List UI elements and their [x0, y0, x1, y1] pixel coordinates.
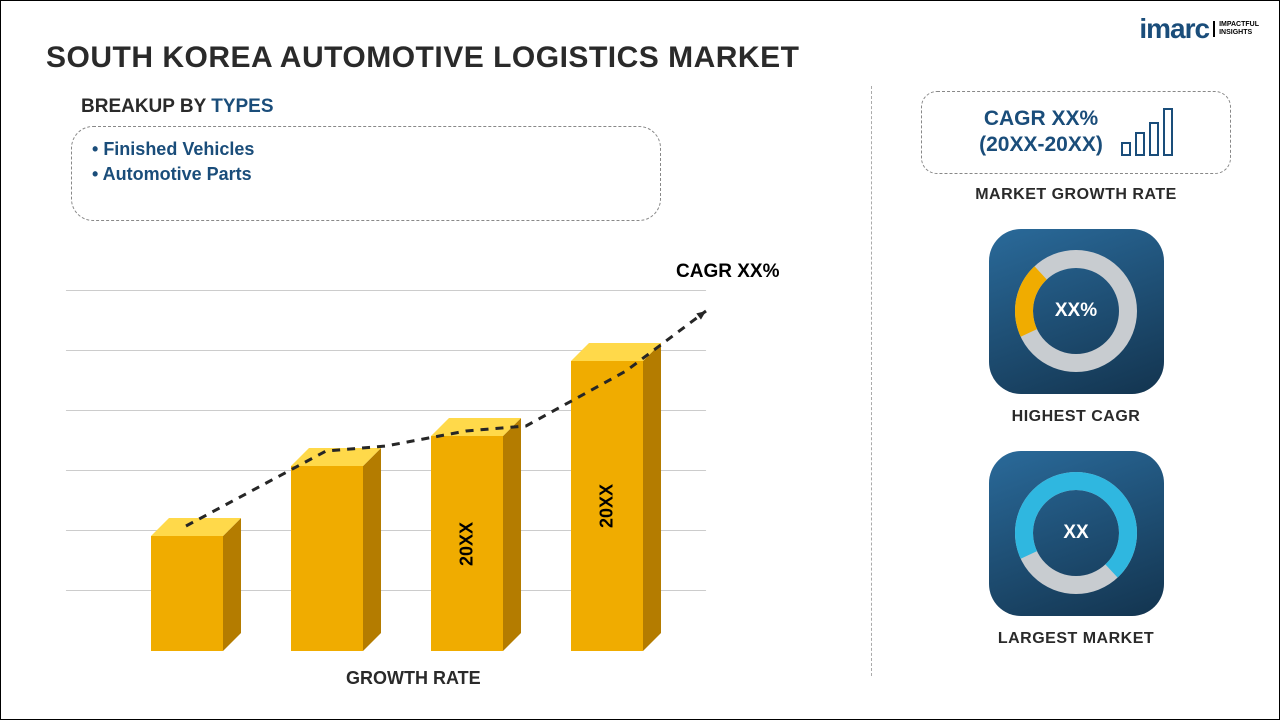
growth-chart: 20XX20XX CAGR XX% GROWTH RATE [66, 271, 796, 681]
tile1-label: HIGHEST CAGR [911, 408, 1241, 426]
growth-rate-label: MARKET GROWTH RATE [911, 186, 1241, 204]
chart-bar: 20XX [571, 361, 643, 651]
types-item: Automotive Parts [92, 162, 640, 187]
chart-bar [151, 536, 223, 651]
chart-x-title: GROWTH RATE [346, 668, 481, 689]
breakup-heading: BREAKUP BY TYPES [81, 96, 274, 118]
brand-logo: imarc IMPACTFULINSIGHTS [1139, 13, 1259, 45]
types-item: Finished Vehicles [92, 137, 640, 162]
chart-bar: 20XX [431, 436, 503, 651]
cagr-summary-box: CAGR XX%(20XX-20XX) [921, 91, 1231, 174]
cagr-summary-text: CAGR XX%(20XX-20XX) [979, 106, 1103, 159]
tile2-label: LARGEST MARKET [911, 630, 1241, 648]
highest-cagr-tile: XX% [989, 229, 1164, 394]
tile1-value: XX% [1055, 300, 1097, 322]
chart-bar [291, 466, 363, 651]
largest-market-tile: XX [989, 451, 1164, 616]
cagr-label: CAGR XX% [676, 261, 779, 283]
logo-tagline: IMPACTFULINSIGHTS [1213, 21, 1259, 36]
page-title: SOUTH KOREA AUTOMOTIVE LOGISTICS MARKET [46, 41, 799, 75]
logo-text: imarc [1139, 13, 1209, 45]
bars-icon [1121, 108, 1173, 156]
tile2-value: XX [1063, 522, 1088, 544]
side-panel: CAGR XX%(20XX-20XX) MARKET GROWTH RATE X… [911, 91, 1241, 673]
vertical-divider [871, 86, 872, 676]
types-box: Finished VehiclesAutomotive Parts [71, 126, 661, 221]
